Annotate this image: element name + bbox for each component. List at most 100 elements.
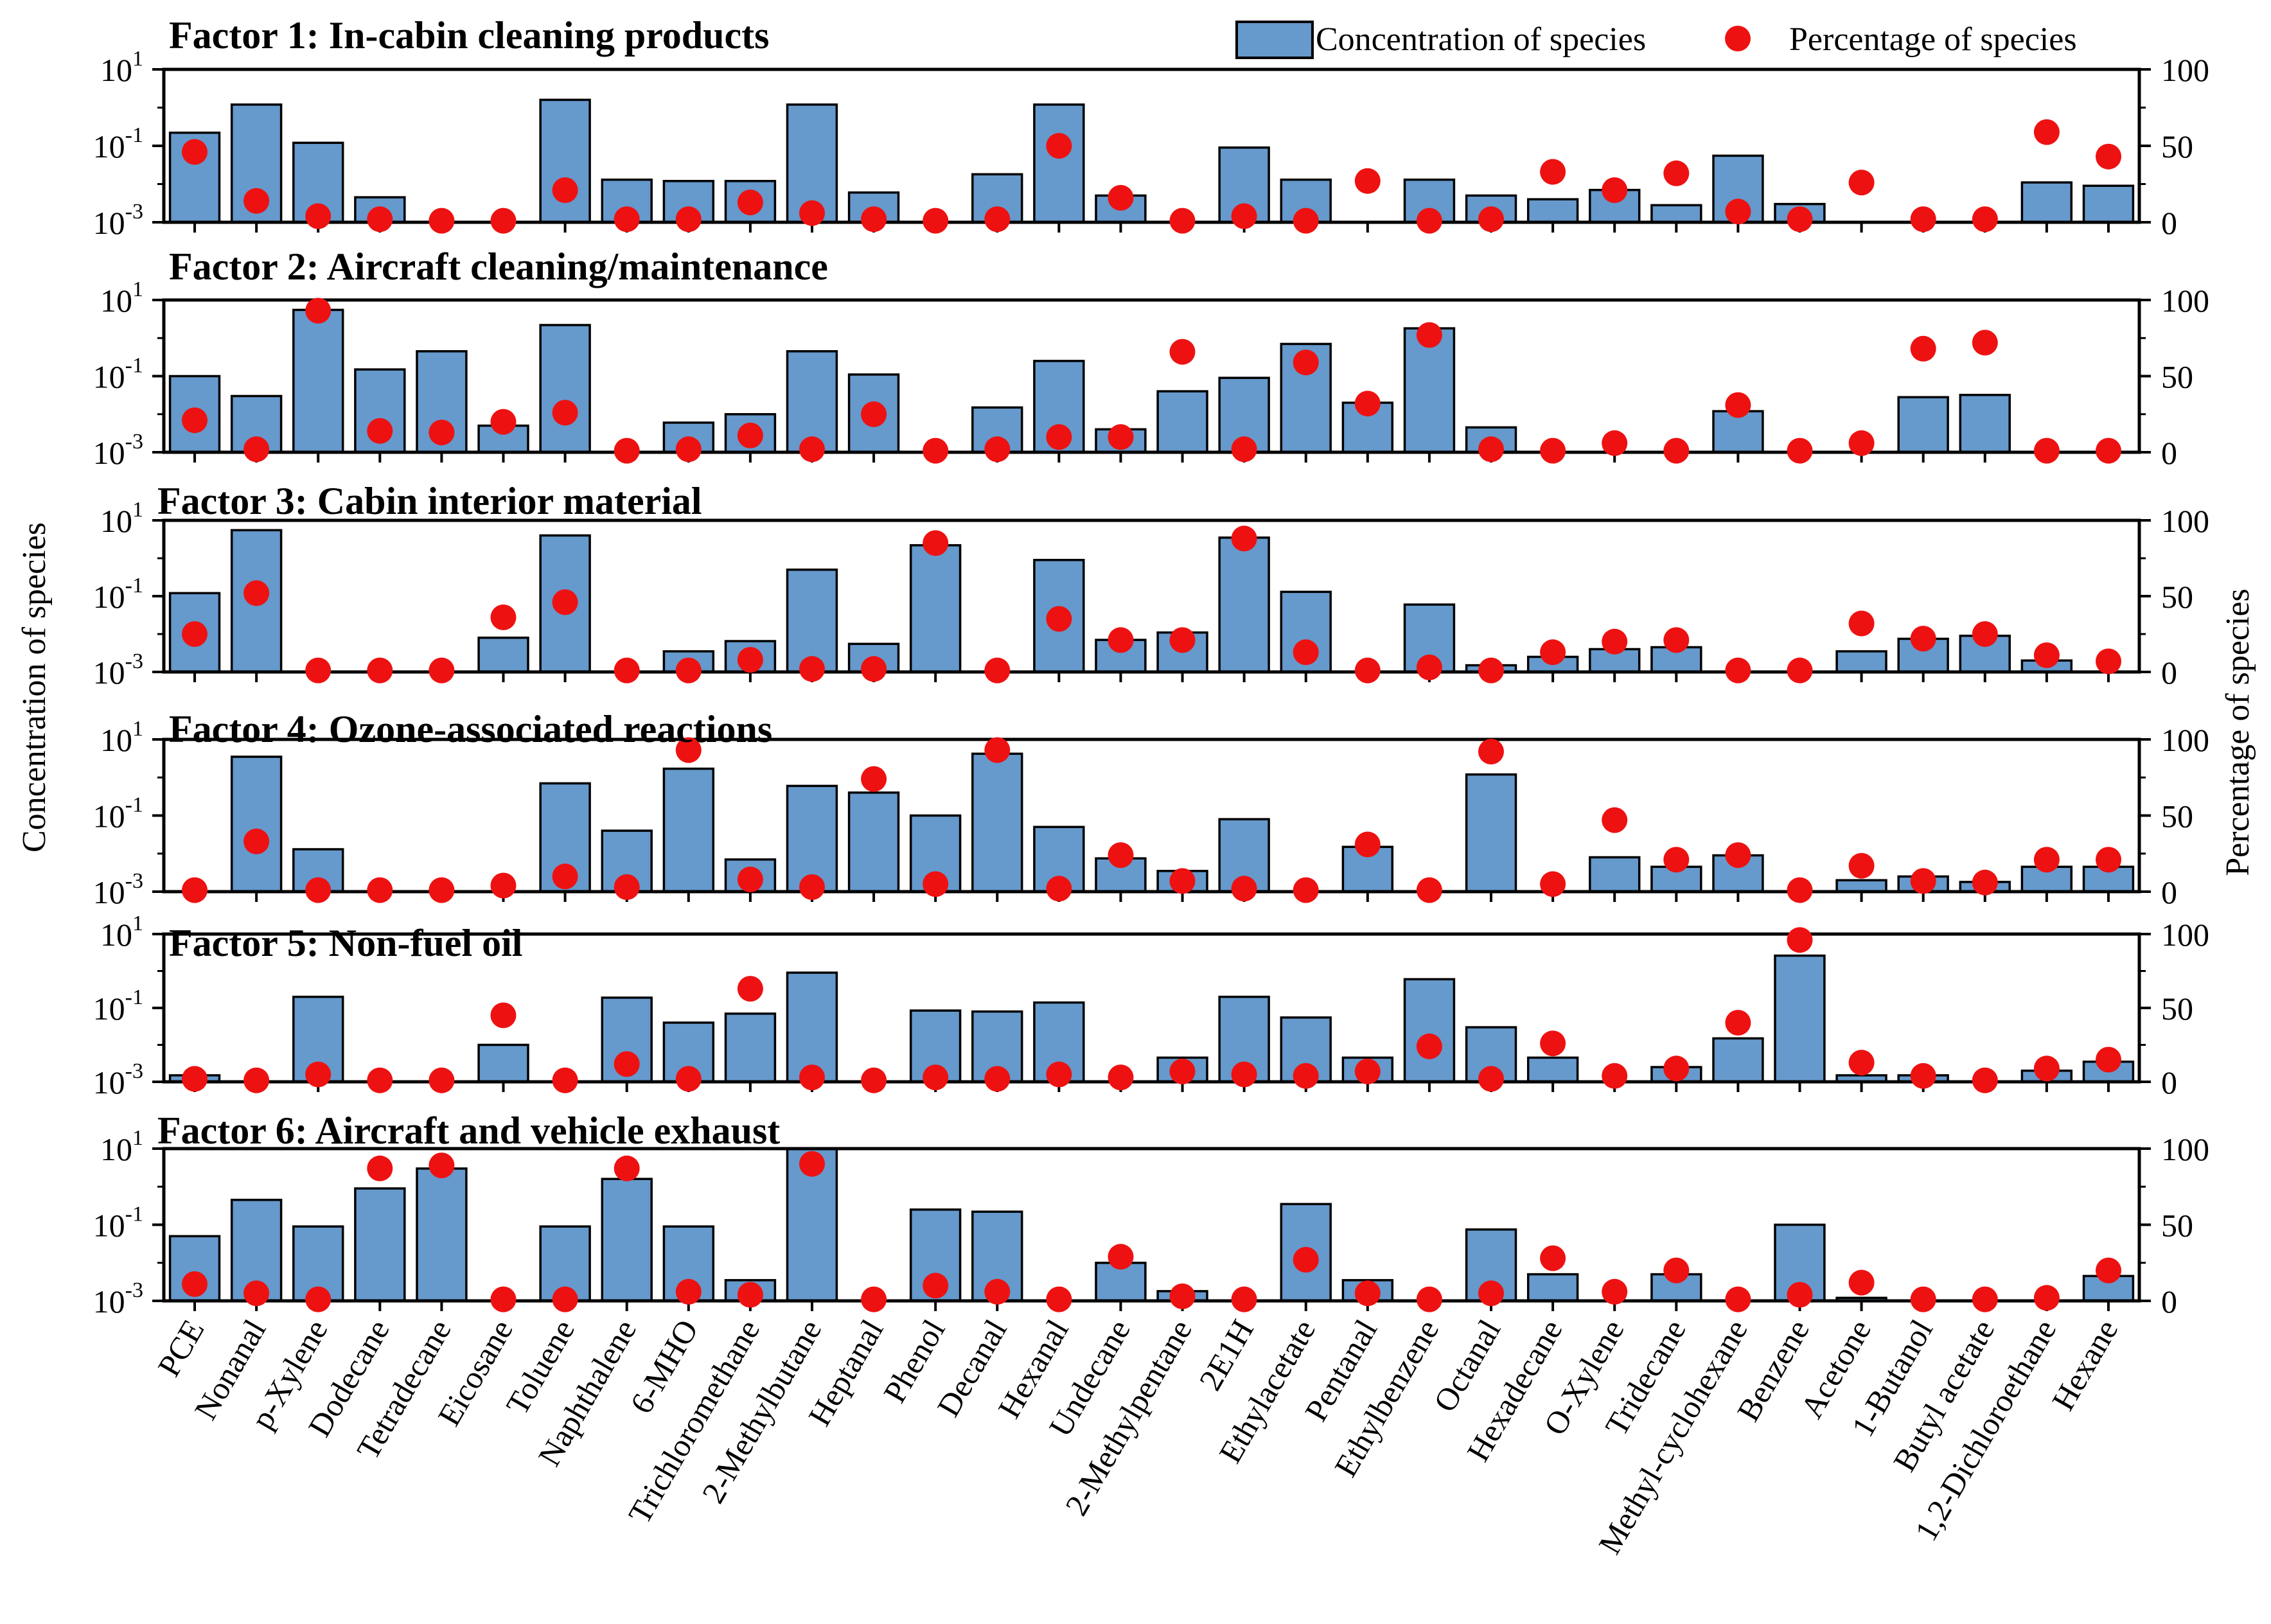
y-tick-label-left: 10-3	[93, 1278, 143, 1320]
y-tick-label-right: 0	[2161, 435, 2177, 471]
bar	[1526, 1056, 1579, 1083]
percentage-dot	[490, 1286, 517, 1312]
percentage-dot	[1848, 170, 1875, 196]
panel-title: Factor 4: Ozone-associated reactions	[169, 708, 772, 750]
percentage-dot	[1354, 657, 1381, 684]
percentage-dot	[799, 436, 825, 463]
percentage-dot	[243, 436, 270, 463]
percentage-dot	[2096, 1257, 2121, 1284]
bar	[662, 767, 715, 893]
panel-4: 101 10-1 10-3 100 50 0 Factor 4: Ozone-associa…	[93, 708, 2209, 910]
percentage-dot	[1725, 392, 1751, 418]
percentage-dot	[799, 656, 825, 682]
percentage-dot	[1293, 639, 1319, 666]
percentage-dot	[861, 766, 887, 792]
percentage-dot	[2096, 143, 2121, 170]
bar	[786, 784, 838, 893]
percentage-dot	[552, 863, 578, 890]
percentage-dot	[2096, 648, 2121, 675]
percentage-dot	[1910, 626, 1936, 652]
bar	[601, 1178, 653, 1302]
y-tick-label-left: 101	[100, 912, 143, 953]
percentage-dot	[737, 190, 763, 216]
percentage-dot	[861, 1286, 887, 1312]
panel-3: 101 10-1 10-3 100 50 0 Factor 3: Cabin interio…	[93, 480, 2209, 691]
percentage-dot	[2096, 437, 2121, 464]
bar	[724, 1012, 777, 1083]
panel-title: Factor 5: Non-fuel oil	[169, 922, 522, 964]
percentage-dot	[1293, 207, 1319, 234]
percentage-dot	[1725, 842, 1751, 869]
percentage-dot	[1663, 160, 1690, 186]
y-tick-label-left: 10-1	[93, 123, 143, 164]
percentage-dot	[1602, 1063, 1628, 1089]
y-tick-label-left: 10-3	[93, 649, 143, 691]
percentage-dot	[1354, 168, 1381, 194]
panel-1: 101 10-1 10-3 100 50 0 Factor 1: In-cabin clea…	[93, 14, 2209, 241]
percentage-dot	[490, 605, 517, 630]
panel-6: 101 10-1 10-3 100 50 0 Factor 6: Aircraft and …	[93, 1109, 2209, 1320]
percentage-dot	[2033, 119, 2060, 145]
bar	[786, 350, 838, 454]
percentage-dot	[1540, 437, 1566, 464]
percentage-dot	[1663, 627, 1690, 653]
y-tick-label-left: 101	[100, 47, 143, 88]
bar	[1959, 634, 2011, 673]
percentage-dot	[2033, 1285, 2060, 1311]
percentage-dot	[861, 401, 887, 427]
percentage-dot	[429, 1152, 455, 1179]
percentage-dot	[1910, 1063, 1936, 1089]
percentage-dot	[552, 589, 578, 615]
panel-title: Factor 1: In-cabin cleaning products	[169, 14, 769, 57]
percentage-dot	[984, 436, 1011, 463]
percentage-dot	[1848, 1050, 1875, 1076]
percentage-dot	[1293, 877, 1319, 903]
bar	[909, 544, 962, 673]
panel-title: Factor 6: Aircraft and vehicle exhaust	[157, 1109, 780, 1152]
bar	[539, 98, 591, 224]
percentage-dot	[1972, 869, 1998, 896]
percentage-dot	[1108, 842, 1134, 869]
percentage-dot	[1663, 847, 1690, 873]
percentage-dot	[367, 206, 393, 233]
percentage-dot	[1478, 1280, 1504, 1307]
percentage-dot	[1046, 133, 1072, 159]
percentage-dot	[861, 1067, 887, 1093]
percentage-dot	[1108, 627, 1134, 653]
percentage-dot	[367, 657, 393, 684]
category-axis-labels: PCENonanalp-XyleneDodecaneTetradecaneEic…	[150, 1314, 2125, 1560]
percentage-dot	[614, 1155, 640, 1181]
y-axis-title-right: Percentage of species	[2220, 588, 2256, 876]
percentage-dot	[1354, 1058, 1381, 1084]
bar	[1465, 426, 1517, 454]
percentage-dot	[367, 1155, 393, 1181]
percentage-dot	[1848, 430, 1875, 456]
percentage-dot	[2033, 642, 2060, 668]
percentage-dot	[305, 877, 331, 903]
percentage-dot	[1787, 657, 1813, 684]
percentage-dot	[305, 1286, 331, 1312]
percentage-dot	[799, 1151, 825, 1177]
percentage-dot	[1540, 639, 1566, 666]
bar	[1835, 879, 1887, 893]
percentage-dot	[367, 1067, 393, 1093]
bar	[1959, 394, 2011, 454]
percentage-dot	[305, 203, 331, 229]
percentage-dot	[1416, 1033, 1442, 1059]
chart-panels: 101 10-1 10-3 100 50 0 Factor 1: In-cabin clea…	[93, 14, 2209, 1320]
y-tick-label-right: 50	[2161, 359, 2193, 395]
percentage-dot	[1972, 1286, 1998, 1312]
percentage-dot	[1972, 206, 1998, 233]
percentage-dot	[552, 177, 578, 203]
percentage-dot	[1602, 1278, 1628, 1305]
percentage-dot	[1787, 1282, 1813, 1308]
percentage-dot	[923, 1064, 949, 1091]
percentage-dot	[1169, 627, 1196, 653]
percentage-dot	[243, 1067, 270, 1093]
y-tick-label-right: 100	[2161, 283, 2209, 319]
percentage-dot	[182, 139, 208, 165]
percentage-dot	[1787, 206, 1813, 233]
percentage-dot	[490, 872, 517, 899]
percentage-dot	[1354, 391, 1381, 417]
legend-dot-label: Percentage of species	[1789, 21, 2077, 58]
